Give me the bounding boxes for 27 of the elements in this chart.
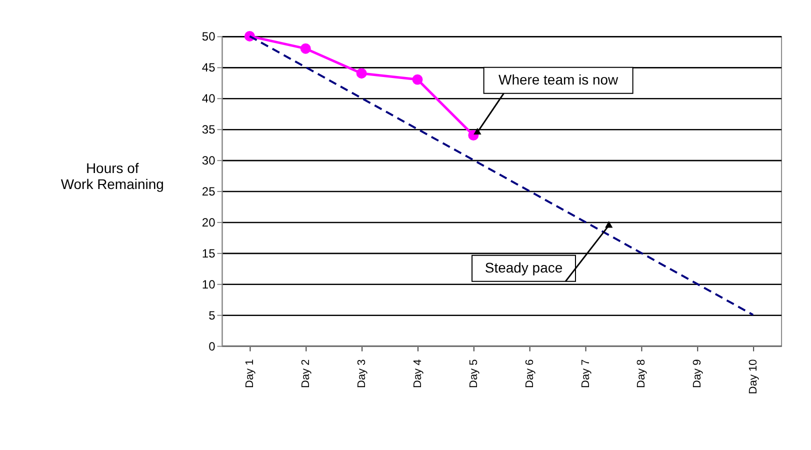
- annotation: Where team is now: [498, 71, 619, 88]
- y-tick-label: 35: [202, 122, 216, 137]
- x-tick-label: Day 7: [580, 359, 592, 388]
- x-tick-label: Day 5: [468, 359, 480, 388]
- x-tick-label: Day 3: [356, 359, 368, 388]
- point: [412, 74, 423, 85]
- y-tick-label: 45: [202, 60, 216, 75]
- x-tick-label: Day 10: [748, 359, 760, 394]
- y-tick-label: 25: [202, 184, 216, 199]
- point: [356, 68, 367, 79]
- x-tick-label: Day 4: [412, 359, 424, 388]
- x-tick-label: Day 8: [636, 359, 648, 388]
- y-axis-title: Hours of Work Remaining: [60, 160, 164, 192]
- annotation: Steady pace: [484, 259, 563, 276]
- x-tick-label: Day 1: [244, 359, 256, 388]
- y-tick-label: 20: [202, 215, 216, 230]
- y-tick-label: 30: [202, 154, 216, 168]
- y-tick-label: 5: [208, 308, 216, 322]
- x-tick-label: Day 2: [300, 359, 312, 388]
- x-tick-label: Day 6: [524, 359, 536, 388]
- y-tick-label: 0: [208, 339, 216, 354]
- y-tick-label: 40: [202, 92, 216, 106]
- x-tick-label: Day 9: [692, 359, 704, 388]
- y-tick-label: 10: [202, 277, 216, 292]
- y-tick-label: 15: [202, 246, 216, 260]
- y-tick-label: 50: [202, 30, 216, 44]
- point: [300, 43, 311, 54]
